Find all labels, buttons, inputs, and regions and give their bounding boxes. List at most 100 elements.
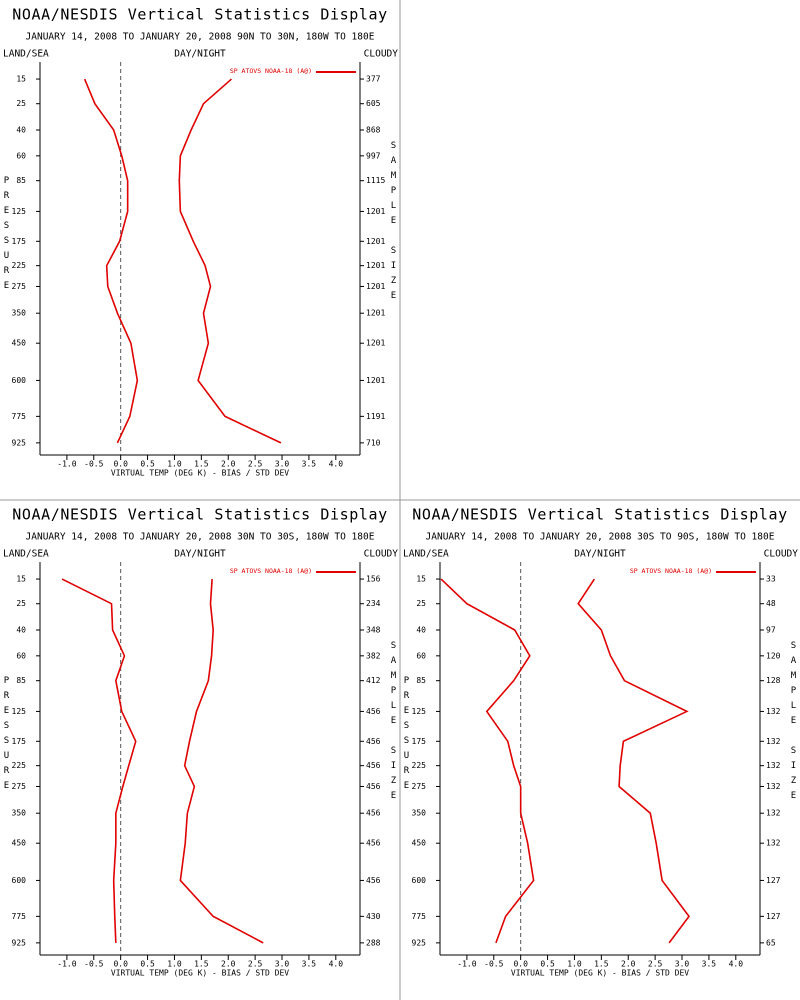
x-tick-label: 1.5 [194,460,209,469]
x-tick-label: 2.5 [648,960,663,969]
sample-size: 997 [366,151,381,160]
sample-size: 48 [766,599,776,608]
y-axis-label: PRESSURE [2,176,12,296]
sample-size: 710 [366,438,381,447]
x-tick-label: -1.0 [457,960,476,969]
x-tick-label: 1.0 [167,960,182,969]
x-tick-label: -1.0 [57,960,76,969]
panel: NOAA/NESDIS Vertical Statistics Display J… [2,6,399,478]
sample-size: 456 [366,876,381,885]
x-axis-label: VIRTUAL TEMP (DEG K) - BIAS / STD DEV [511,969,689,978]
y-tick-label: 15 [16,575,26,584]
sample-size: 132 [766,707,781,716]
sample-size: 412 [366,676,381,685]
x-tick-label: 2.0 [221,960,236,969]
y-tick-label: 175 [12,737,27,746]
x-tick-label: 4.0 [329,460,344,469]
legend-label: SP ATOVS NOAA-18 (A@) [230,567,312,575]
y-tick-label: 450 [12,839,27,848]
x-tick-label: 4.0 [729,960,744,969]
y-tick-label: 225 [12,761,27,770]
x-tick-label: 1.0 [167,460,182,469]
x-tick-label: 3.0 [275,460,290,469]
x-tick-label: 4.0 [329,960,344,969]
x-tick-label: -1.0 [57,460,76,469]
x-axis-label: VIRTUAL TEMP (DEG K) - BIAS / STD DEV [111,969,289,978]
y-tick-label: 125 [412,707,427,716]
sample-size: 1191 [366,412,385,421]
sample-size: 97 [766,625,776,634]
std-dev-line [178,78,282,444]
title: NOAA/NESDIS Vertical Statistics Display [12,506,388,524]
center-label: DAY/NIGHT [574,549,626,560]
y-tick-label: 925 [12,938,27,947]
legend-label: SP ATOVS NOAA-18 (A@) [230,67,312,75]
title: NOAA/NESDIS Vertical Statistics Display [412,506,788,524]
x-tick-label: 1.5 [194,960,209,969]
y-tick-label: 60 [16,151,26,160]
y2-axis-label: SAMPLE SIZE [389,141,399,306]
x-tick-label: 2.5 [248,960,263,969]
sample-size: 132 [766,839,781,848]
panel: NOAA/NESDIS Vertical Statistics Display J… [402,506,799,978]
y-tick-label: 175 [12,237,27,246]
y-tick-label: 225 [412,761,427,770]
y-tick-label: 40 [416,625,426,634]
right-label: CLOUDY [764,549,799,560]
center-label: DAY/NIGHT [174,49,226,60]
y-tick-label: 85 [16,176,26,185]
center-label: DAY/NIGHT [174,549,226,560]
y-tick-label: 275 [12,282,27,291]
y-tick-label: 275 [412,782,427,791]
sample-size: 156 [366,575,381,584]
sample-size: 132 [766,809,781,818]
y-tick-label: 275 [12,782,27,791]
sample-size: 127 [766,912,781,921]
sample-size: 377 [366,75,381,84]
sample-size: 430 [366,912,381,921]
sample-size: 288 [366,938,381,947]
left-label: LAND/SEA [3,549,49,560]
y-tick-label: 600 [12,376,27,385]
x-tick-label: 2.5 [248,460,263,469]
subtitle: JANUARY 14, 2008 TO JANUARY 20, 2008 30S… [426,532,775,543]
sample-size: 1201 [366,376,385,385]
y-tick-label: 15 [16,75,26,84]
sample-size: 868 [366,125,381,134]
bias-line [440,578,535,944]
y-tick-label: 775 [12,912,27,921]
y-tick-label: 350 [12,809,27,818]
sample-size: 120 [766,651,781,660]
std-dev-line [179,578,264,944]
y2-axis-label: SAMPLE SIZE [389,641,399,806]
x-tick-label: 0.0 [113,460,128,469]
sample-size: 1201 [366,261,385,270]
x-tick-label: 2.0 [221,460,236,469]
bias-line [61,578,137,943]
y-tick-label: 450 [12,339,27,348]
subtitle: JANUARY 14, 2008 TO JANUARY 20, 2008 90N… [26,32,375,43]
sample-size: 348 [366,625,381,634]
x-tick-label: 0.5 [140,960,155,969]
sample-size: 1201 [366,207,385,216]
y2-axis-label: SAMPLE SIZE [789,641,799,806]
left-label: LAND/SEA [403,549,449,560]
y-tick-label: 775 [412,912,427,921]
x-tick-label: 3.0 [675,960,690,969]
y-tick-label: 175 [412,737,427,746]
sample-size: 33 [766,575,776,584]
legend-label: SP ATOVS NOAA-18 (A@) [630,567,712,575]
y-tick-label: 25 [16,599,26,608]
sample-size: 605 [366,99,381,108]
title: NOAA/NESDIS Vertical Statistics Display [12,6,388,24]
right-label: CLOUDY [364,49,399,60]
sample-size: 456 [366,839,381,848]
y-tick-label: 775 [12,412,27,421]
y-tick-label: 85 [16,676,26,685]
left-label: LAND/SEA [3,49,49,60]
sample-size: 1201 [366,237,385,246]
sample-size: 234 [366,599,381,608]
y-tick-label: 15 [416,575,426,584]
